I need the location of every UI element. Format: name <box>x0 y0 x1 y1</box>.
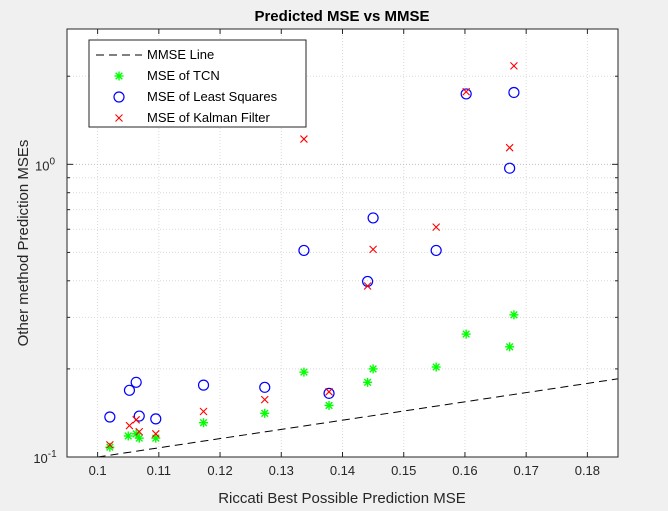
least-squares-point <box>259 381 271 393</box>
tcn-point <box>260 408 270 418</box>
kalman-point <box>132 415 141 424</box>
tcn-point <box>134 433 144 443</box>
x-tick-label: 0.14 <box>330 463 355 478</box>
kalman-point <box>135 427 144 436</box>
x-tick-label: 0.17 <box>514 463 539 478</box>
least-squares-point <box>150 413 162 425</box>
y-tick-label: 100 <box>35 156 55 173</box>
tcn-point <box>324 400 334 410</box>
legend-label-kalman: MSE of Kalman Filter <box>147 110 270 125</box>
tcn-point <box>299 367 309 377</box>
legend-marker-tcn-point <box>114 71 124 81</box>
kalman-point <box>369 245 378 254</box>
kalman-point <box>151 429 160 438</box>
least-squares-point <box>298 244 310 257</box>
tcn-point <box>123 431 133 441</box>
least-squares-point <box>504 162 516 174</box>
legend: MMSE Line MSE of TCN MSE of Least Square… <box>88 39 307 128</box>
kalman-point <box>510 61 518 70</box>
x-tick-label: 0.13 <box>269 463 294 478</box>
least-squares-point <box>508 86 520 99</box>
y-tick-labels: 10-1 100 <box>33 156 57 466</box>
x-tick-label: 0.16 <box>452 463 477 478</box>
data-layer <box>97 61 619 458</box>
least-squares-point <box>323 387 335 399</box>
mmse-line <box>97 378 619 458</box>
legend-label-mmse: MMSE Line <box>147 47 214 62</box>
kalman-point <box>505 143 514 152</box>
y-axis-label: Other method Prediction MSEs <box>15 140 32 347</box>
chart-title: Predicted MSE vs MMSE <box>254 8 429 25</box>
x-tick-label: 0.15 <box>391 463 416 478</box>
least-squares-point <box>430 244 442 257</box>
least-squares-point <box>367 212 379 224</box>
tcn-point <box>431 362 441 372</box>
tcn-point <box>368 364 378 374</box>
legend-label-tcn: MSE of TCN <box>147 68 220 83</box>
least-squares-point <box>123 384 136 396</box>
kalman-point <box>260 395 269 404</box>
x-axis-label: Riccati Best Possible Prediction MSE <box>218 490 466 507</box>
kalman-point <box>363 282 372 290</box>
x-tick-label: 0.1 <box>89 463 107 478</box>
plot-frame <box>66 28 619 458</box>
kalman-point <box>432 223 441 232</box>
kalman-point <box>105 440 114 449</box>
legend-label-least-squares: MSE of Least Squares <box>147 89 278 104</box>
x-tick-label: 0.12 <box>207 463 232 478</box>
kalman-point <box>125 421 134 430</box>
least-squares-point <box>197 379 210 391</box>
tcn-point <box>509 310 519 320</box>
legend-markers <box>96 54 142 122</box>
kalman-point <box>462 87 471 96</box>
y-tick-label: 10-1 <box>33 449 57 466</box>
kalman-point <box>300 135 308 143</box>
x-tick-labels: 0.1 0.11 0.12 0.13 0.14 0.15 0.16 0.17 0.18 <box>89 463 600 478</box>
x-tick-label: 0.18 <box>575 463 600 478</box>
tcn-point <box>505 342 515 352</box>
least-squares-point <box>130 376 142 388</box>
tcn-point <box>461 329 471 339</box>
tcn-point <box>151 433 161 443</box>
least-squares-point <box>460 88 472 100</box>
legend-marker-kalman-point <box>115 114 123 122</box>
kalman-point <box>325 387 333 396</box>
tcn-point <box>105 442 115 452</box>
least-squares-point <box>104 411 116 423</box>
tcn-point <box>199 418 209 428</box>
least-squares-point <box>133 410 145 422</box>
legend-marker-least-squares-point <box>113 91 125 103</box>
tcn-point <box>363 377 373 387</box>
kalman-point <box>199 407 208 416</box>
x-tick-label: 0.11 <box>147 463 171 478</box>
